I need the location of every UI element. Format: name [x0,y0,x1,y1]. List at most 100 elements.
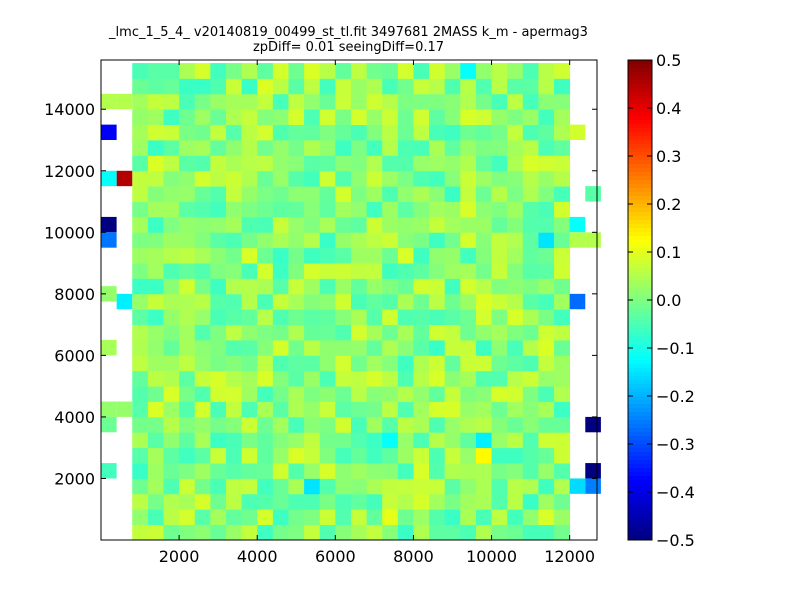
heatmap-cell [491,140,508,156]
colorbar-segment [628,416,652,421]
heatmap-cell [179,370,196,387]
heatmap-cell [366,447,383,464]
heatmap-cell [194,309,211,326]
heatmap-cell [350,140,367,156]
heatmap-cell [554,509,571,526]
heatmap-cell [257,216,274,233]
heatmap-cell [210,509,227,526]
heatmap-cell [475,401,492,418]
heatmap-cell [163,170,180,187]
heatmap-cell [554,263,571,279]
heatmap-cell [257,478,274,495]
colorbar-segment [628,448,652,453]
colorbar-segment [628,104,652,109]
heatmap-cell [241,386,258,402]
heatmap-cell [350,63,367,79]
colorbar-segment [628,432,652,437]
heatmap-cell [413,401,430,418]
heatmap-cell-edge [101,340,117,356]
heatmap-cell [554,216,571,233]
heatmap-cell [241,140,258,156]
heatmap-cell [257,140,274,156]
heatmap-cell [147,186,164,202]
heatmap-cell [335,124,352,141]
heatmap-cell [554,201,571,218]
heatmap-cell [132,463,149,479]
heatmap-cell [319,293,336,310]
heatmap-cell [444,478,461,495]
colorbar-segment [628,84,652,89]
heatmap-cell [194,324,211,341]
heatmap-cell [413,293,430,310]
heatmap-cell [366,309,383,326]
heatmap-cell [366,201,383,218]
heatmap-cell [304,509,321,526]
colorbar-segment [628,428,652,433]
heatmap-cell [444,293,461,310]
heatmap-cell [272,201,289,218]
heatmap-cell [507,232,524,249]
heatmap-cell-edge [569,124,586,140]
heatmap-cell [304,216,321,233]
heatmap-cell [554,109,571,126]
heatmap-cell [257,278,274,295]
heatmap-cell [382,386,399,402]
heatmap-cell [257,293,274,310]
heatmap-cell [522,186,539,202]
heatmap-cell [366,140,383,156]
heatmap-cell-edge [101,416,117,433]
heatmap-cell [319,463,336,479]
heatmap-cell [538,493,555,510]
heatmap-cell [382,293,399,310]
heatmap-cell [382,232,399,249]
heatmap-cell [163,216,180,233]
colorbar-segment [628,500,652,505]
colorbar-segment [628,188,652,193]
heatmap-cell [491,309,508,326]
heatmap-cell [366,355,383,372]
heatmap-cell [397,509,414,526]
heatmap-cell-edge [101,124,117,140]
heatmap-cell [366,370,383,387]
heatmap-cell [288,78,305,95]
heatmap-cell [147,509,164,526]
heatmap-cell [147,93,164,110]
colorbar-segment [628,244,652,249]
heatmap-cell [522,155,539,172]
heatmap-cell [319,186,336,202]
heatmap-cell [538,263,555,279]
heatmap-cell [350,247,367,264]
heatmap-cell [366,109,383,126]
heatmap-cell [272,340,289,356]
heatmap-cell [554,324,571,341]
heatmap-cell [225,509,242,526]
heatmap-cell [257,340,274,356]
heatmap-cell [382,493,399,510]
heatmap-cell-edge [101,286,117,302]
heatmap-cell [132,324,149,341]
heatmap-cell [444,524,461,541]
heatmap-cell [304,186,321,202]
heatmap-cell [554,493,571,510]
heatmap-cell [350,355,367,372]
heatmap-cell [257,124,274,141]
heatmap-cell [163,447,180,464]
colorbar-tick-label: 0.5 [656,51,681,70]
heatmap-cell-edge [101,463,117,479]
heatmap-cell [491,201,508,218]
heatmap-cell [460,263,477,279]
heatmap-cell [429,278,446,295]
heatmap-cell [257,386,274,402]
heatmap-cell [538,278,555,295]
heatmap-cell [304,63,321,79]
heatmap-cell [194,216,211,233]
colorbar-segment [628,156,652,161]
colorbar-tick-label: 0.4 [656,99,681,118]
heatmap-cell [522,78,539,95]
heatmap-cell [132,263,149,279]
heatmap-cell [319,109,336,126]
colorbar-segment [628,472,652,477]
colorbar-segment [628,320,652,325]
heatmap-cell [147,432,164,449]
heatmap-cell [382,201,399,218]
